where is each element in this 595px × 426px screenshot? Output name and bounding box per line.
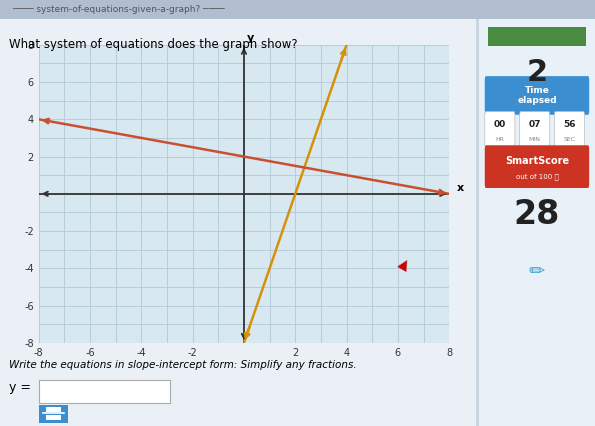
Text: 2: 2 [527,58,547,86]
Text: 00: 00 [494,120,506,129]
Text: ▲: ▲ [396,256,413,273]
Text: SEC: SEC [563,138,575,143]
Text: ──── system-of-equations-given-a-graph? ────: ──── system-of-equations-given-a-graph? … [12,5,224,14]
Text: MIN: MIN [529,138,541,143]
Bar [46,415,61,420]
Text: 07: 07 [528,120,541,129]
FancyBboxPatch shape [485,76,589,115]
Text: y: y [247,33,254,43]
FancyBboxPatch shape [555,112,584,147]
FancyBboxPatch shape [519,112,550,147]
Text: Time
elapsed: Time elapsed [517,86,557,105]
Text: ✏: ✏ [529,262,545,281]
Text: 56: 56 [563,120,576,129]
Text: What system of equations does the graph show?: What system of equations does the graph … [9,38,298,52]
Bar [46,407,61,412]
FancyBboxPatch shape [485,112,515,147]
Text: x: x [457,183,464,193]
Text: SmartScore: SmartScore [505,156,569,166]
FancyBboxPatch shape [485,145,589,188]
Text: y =: y = [9,381,31,394]
Text: HR: HR [496,138,505,143]
Text: Write the equations in slope-intercept form: Simplify any fractions.: Write the equations in slope-intercept f… [9,360,356,370]
Text: out of 100 ⓘ: out of 100 ⓘ [516,174,558,180]
Text: 28: 28 [514,198,560,231]
FancyBboxPatch shape [488,27,585,46]
